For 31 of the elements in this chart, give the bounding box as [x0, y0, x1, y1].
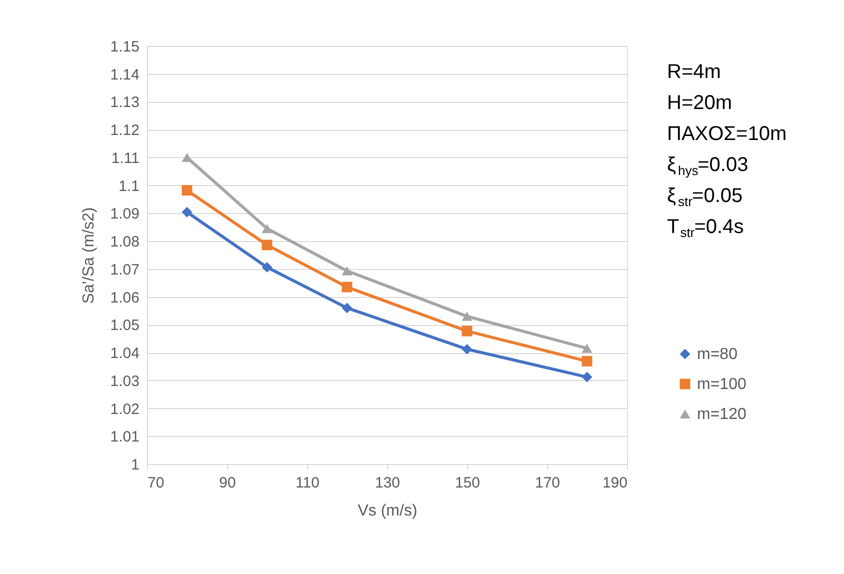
- y-tick-label: 1.08: [110, 234, 140, 251]
- x-tick-label: 70: [148, 474, 164, 492]
- text: H=20m: [667, 92, 732, 114]
- x-axis-title: Vs (m/s): [358, 502, 418, 520]
- y-tick-label: 1.11: [111, 150, 140, 167]
- y-tick-label: 1.15: [110, 38, 140, 56]
- y-tick-label: 1.1: [118, 178, 140, 195]
- y-tick-label: 1.04: [110, 345, 140, 362]
- x-tick-label: 150: [454, 474, 480, 492]
- x-tick-label: 130: [374, 474, 400, 492]
- legend-label: m=120: [697, 406, 746, 423]
- y-tick-label: 1.02: [110, 400, 140, 418]
- x-tick-label: 170: [534, 474, 560, 492]
- y-tick-label: 1.07: [110, 261, 140, 278]
- y-tick-label: 1.14: [110, 66, 140, 84]
- y-tick-label: 1.13: [110, 94, 140, 112]
- legend-label: m=80: [697, 346, 738, 363]
- y-tick-label: 1.12: [110, 122, 140, 140]
- x-tick-label: 110: [296, 474, 320, 492]
- x-tick-label: 90: [219, 474, 236, 492]
- y-axis-title: Sa'/Sa (m/s2): [80, 207, 98, 304]
- y-tick-label: 1.03: [110, 372, 140, 390]
- y-tick-label: 1: [131, 456, 140, 474]
- legend-label: m=100: [697, 376, 746, 393]
- y-tick-label: 1.01: [110, 428, 140, 446]
- y-tick-label: 1.09: [110, 206, 140, 223]
- text: ΠΑΧΟΣ=10m: [667, 123, 787, 145]
- x-tick-label: 190: [602, 474, 628, 492]
- y-tick-label: 1.05: [110, 317, 140, 334]
- y-tick-label: 1.06: [110, 289, 140, 306]
- text: R=4m: [667, 61, 721, 83]
